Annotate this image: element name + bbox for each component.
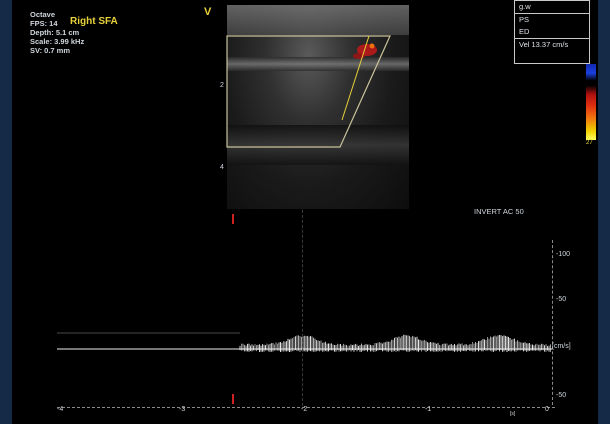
y-tick-1: -100 bbox=[556, 251, 570, 258]
velocity-unit-label: [cm/s] bbox=[552, 343, 571, 350]
y-tick-3: -50 bbox=[556, 392, 566, 399]
time-guide-line bbox=[302, 210, 304, 406]
spectral-settings-text: INVERT AC 50 bbox=[474, 207, 524, 216]
legend-ps: PS bbox=[515, 13, 589, 26]
sample-gate-line bbox=[342, 36, 369, 120]
x-tick-5: 0 bbox=[545, 406, 549, 413]
ultrasound-display: Octave FPS: 14 Depth: 5.1 cm Scale: 3.99… bbox=[12, 0, 598, 424]
legend-velocity: Vel 13.37 cm/s bbox=[515, 38, 589, 51]
gate-marker-top bbox=[232, 214, 234, 224]
color-flow-signal bbox=[353, 44, 377, 60]
time-unit-label: [s] bbox=[510, 411, 515, 417]
x-tick-3: -2 bbox=[301, 406, 307, 413]
color-velocity-bar bbox=[586, 64, 596, 140]
legend-ed: ED bbox=[515, 26, 589, 38]
y-tick-2: -50 bbox=[556, 296, 566, 303]
gate-marker-bottom bbox=[232, 394, 234, 404]
colorbar-label: 27 bbox=[586, 140, 593, 146]
legend-title: g.w bbox=[515, 1, 589, 13]
velocity-axis bbox=[552, 240, 555, 405]
x-tick-2: -3 bbox=[179, 406, 185, 413]
x-tick-4: -1 bbox=[425, 406, 431, 413]
x-tick-1: -4 bbox=[57, 406, 63, 413]
measurement-legend: g.w PS ED Vel 13.37 cm/s bbox=[514, 0, 590, 64]
